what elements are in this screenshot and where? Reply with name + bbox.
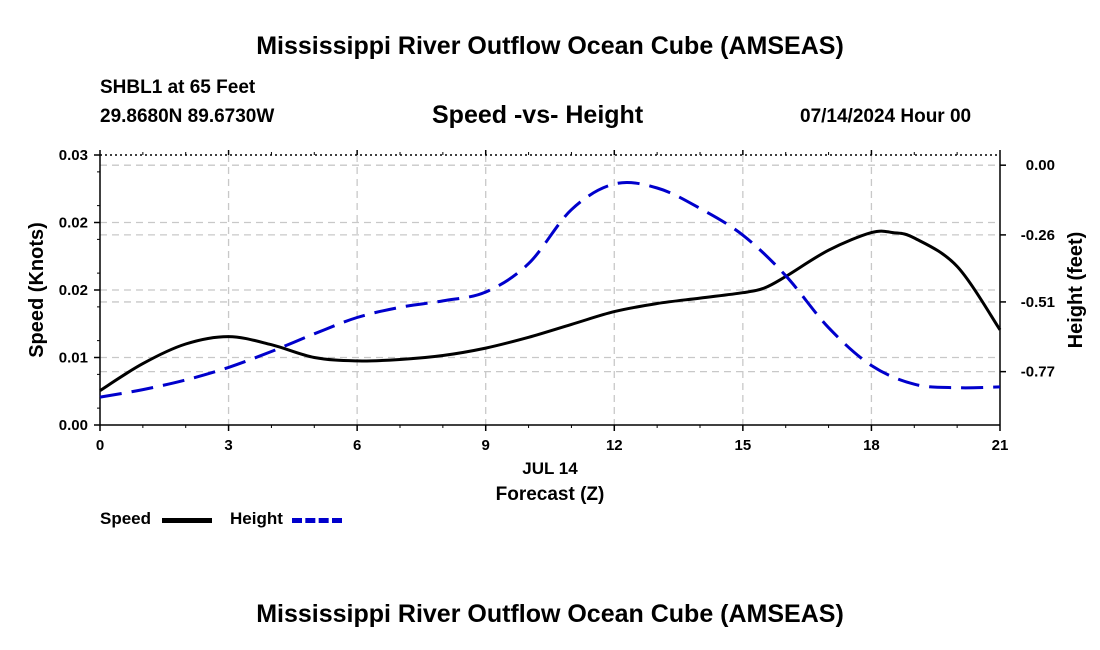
y-left-tick-label: 0.02 xyxy=(59,215,88,232)
x-tick-label: 6 xyxy=(353,437,361,454)
series-line-speed xyxy=(99,229,1002,392)
y-axis-right-label: Height (feet) xyxy=(1065,232,1087,349)
legend-height-line xyxy=(292,518,342,523)
page-title: Mississippi River Outflow Ocean Cube (AM… xyxy=(256,32,844,60)
y-right-tick-label: -0.77 xyxy=(1021,364,1055,381)
y-left-tick-label: 0.01 xyxy=(59,350,88,367)
x-tick-label: 21 xyxy=(992,437,1009,454)
y-left-tick-label: 0.00 xyxy=(59,417,88,434)
x-tick-label: 18 xyxy=(863,437,880,454)
legend-speed-label: Speed xyxy=(100,509,152,528)
x-axis-date-label: JUL 14 xyxy=(522,459,578,478)
y-left-tick-label: 0.03 xyxy=(59,147,88,164)
coordinates-label: 29.8680N 89.6730W xyxy=(100,106,275,127)
legend-speed-line xyxy=(162,518,212,523)
chart-title: Speed -vs- Height xyxy=(432,101,644,129)
footer-title: Mississippi River Outflow Ocean Cube (AM… xyxy=(256,600,844,628)
x-axis-label: Forecast (Z) xyxy=(496,484,605,505)
y-right-tick-label: -0.51 xyxy=(1021,294,1055,311)
x-tick-label: 15 xyxy=(735,437,752,454)
y-right-tick-label: -0.26 xyxy=(1021,227,1055,244)
station-label: SHBL1 at 65 Feet xyxy=(100,77,256,98)
y-right-tick-label: 0.00 xyxy=(1026,157,1055,174)
series-line-height xyxy=(99,180,1001,399)
x-tick-label: 9 xyxy=(482,437,490,454)
x-tick-label: 3 xyxy=(224,437,232,454)
x-tick-label: 0 xyxy=(96,437,104,454)
y-left-tick-label: 0.02 xyxy=(59,282,88,299)
x-tick-label: 12 xyxy=(606,437,623,454)
y-axis-left-label: Speed (Knots) xyxy=(26,222,48,358)
datetime-label: 07/14/2024 Hour 00 xyxy=(800,106,972,127)
legend-height-label: Height xyxy=(230,509,283,528)
